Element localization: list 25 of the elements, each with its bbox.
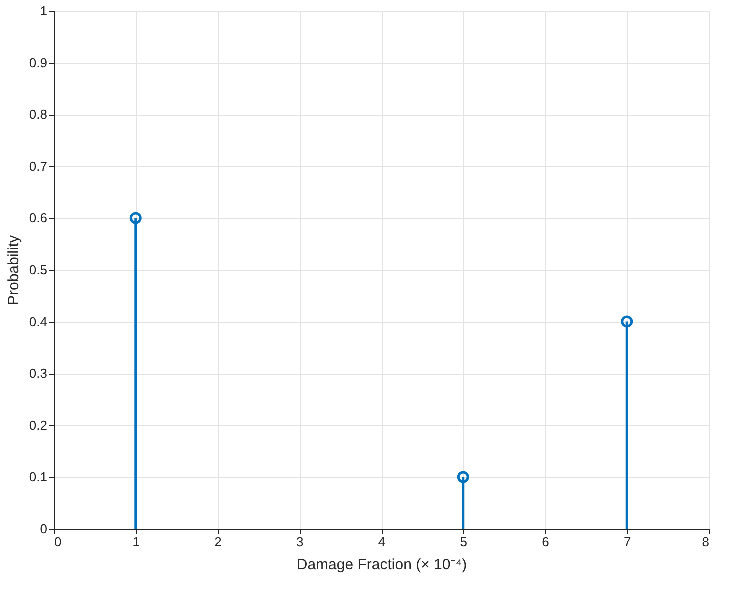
point	[621, 316, 634, 328]
y-tick-label: 0.3	[29, 366, 48, 382]
x-tick-label: 3	[296, 534, 304, 550]
y-tick-label: 0.2	[29, 418, 48, 433]
point	[130, 212, 142, 224]
x-tick-label: 8	[702, 534, 710, 550]
x-tick-label: 5	[460, 534, 468, 550]
y-tick-label: 0.7	[29, 158, 48, 174]
y-tick-label: 0.8	[29, 107, 48, 122]
y-tick-label: 0.5	[29, 262, 48, 278]
x-tick-label: 1	[132, 534, 140, 550]
x-tick-label: 2	[214, 534, 222, 550]
y-tick-label: 0.4	[29, 314, 48, 330]
x-tick-label: 7	[624, 534, 632, 550]
x-axis-title: Damage Fraction (× 10⁻⁴)	[296, 556, 468, 574]
y-tick-label: 0.9	[29, 55, 48, 70]
y-tick-label: 0.1	[29, 470, 48, 485]
y-tick-label: 0.6	[29, 210, 48, 226]
x-tick-label: 0	[54, 534, 62, 550]
y-tick-label: 0	[40, 522, 48, 536]
y-tick-label: 1	[40, 4, 48, 18]
x-tick-label: 4	[378, 534, 386, 550]
y-axis-title: Probability	[5, 234, 22, 306]
point	[457, 471, 470, 484]
x-tick-label: 6	[542, 534, 550, 550]
